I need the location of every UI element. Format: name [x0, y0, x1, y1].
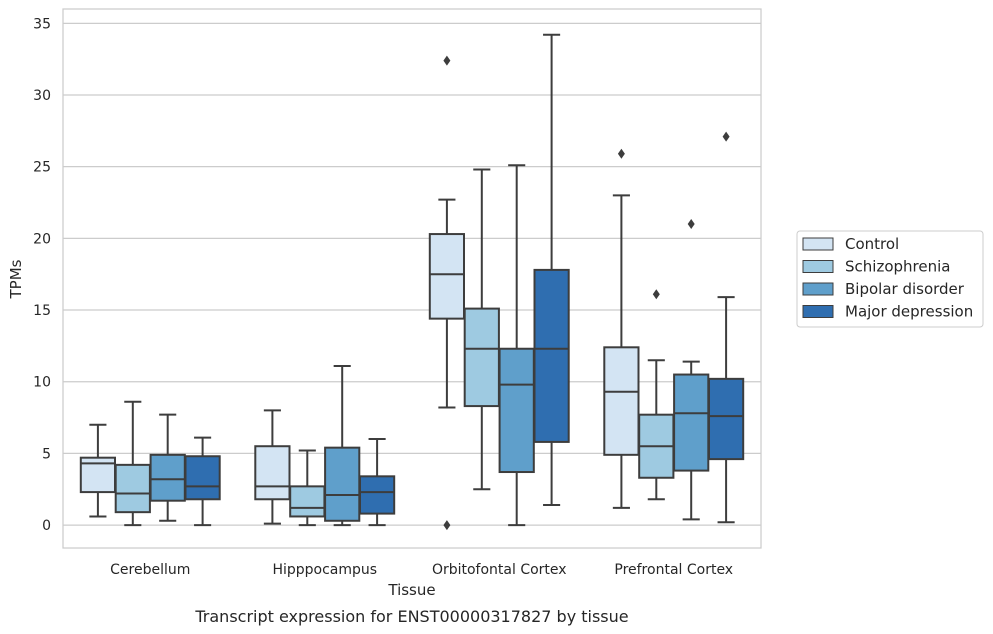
box-2-1: [324, 364, 361, 527]
box-body: [149, 453, 186, 502]
box-body: [114, 463, 151, 514]
box-3-1: [358, 438, 396, 527]
outlier-point: [617, 148, 625, 159]
box-body: [463, 307, 500, 408]
y-tick-label: 0: [42, 518, 51, 534]
outlier-point: [722, 131, 730, 142]
box-body: [324, 446, 361, 522]
y-tick-label: 30: [33, 88, 51, 104]
y-tick-label: 20: [33, 231, 51, 247]
gridlines: [63, 22, 761, 526]
box-body: [428, 233, 466, 320]
legend-frame: [796, 230, 984, 328]
box-0-2: [428, 55, 466, 531]
x-tick-label: Orbitofontal Cortex: [432, 562, 567, 578]
x-axis-label: Tissue: [387, 581, 435, 599]
legend-swatch: [802, 282, 834, 296]
x-tick-label: Prefrontal Cortex: [614, 562, 733, 578]
y-tick-labels: 0 5 10 15 20 25 30 35: [33, 16, 51, 534]
y-axis-label: TPMs: [7, 259, 25, 299]
outlier-point: [652, 289, 660, 300]
box-body: [184, 455, 221, 501]
outlier-point: [443, 520, 451, 531]
outlier-point: [687, 219, 695, 230]
box-body: [603, 346, 640, 456]
chart-title: Transcript expression for ENST0000031782…: [194, 607, 628, 626]
legend-label: Major depression: [845, 303, 973, 321]
box-3-3: [707, 131, 745, 524]
legend-swatch: [802, 305, 834, 318]
x-tick-label: Hipppocampus: [272, 562, 377, 578]
y-tick-label: 35: [33, 16, 51, 32]
box-0-3: [603, 148, 640, 509]
box-body: [254, 445, 291, 501]
y-tick-label: 25: [33, 160, 51, 176]
x-tick-label: Cerebellum: [110, 562, 190, 578]
legend-label: Control: [845, 235, 899, 253]
plot-area-frame: [62, 8, 762, 549]
box-body: [673, 373, 710, 472]
box-body: [533, 268, 570, 443]
box-body: [498, 347, 535, 474]
y-tick-label: 10: [33, 375, 51, 391]
box-0-0: [79, 423, 117, 518]
legend-label: Schizophrenia: [845, 258, 950, 276]
legend: Control Schizophrenia Bipolar disorder Majo…: [796, 230, 984, 328]
y-tick-label: 15: [33, 303, 51, 319]
box-body: [289, 485, 326, 518]
box-body: [358, 475, 396, 515]
legend-label: Bipolar disorder: [845, 280, 965, 298]
legend-swatch: [802, 237, 834, 251]
box-0-1: [254, 409, 291, 525]
x-tick-labels: Cerebellum Hipppocampus Orbitofontal Corte…: [110, 562, 733, 578]
box-groups: [79, 33, 745, 531]
box-3-2: [533, 33, 570, 506]
box-1-0: [114, 400, 151, 527]
legend-swatch: [802, 260, 834, 273]
box-2-3: [673, 219, 710, 521]
box-1-2: [463, 168, 500, 491]
box-3-0: [184, 436, 221, 527]
box-body: [707, 377, 745, 461]
box-2-0: [149, 413, 186, 522]
box-2-2: [498, 164, 535, 527]
y-tick-label: 5: [42, 446, 51, 462]
outlier-point: [443, 55, 451, 66]
